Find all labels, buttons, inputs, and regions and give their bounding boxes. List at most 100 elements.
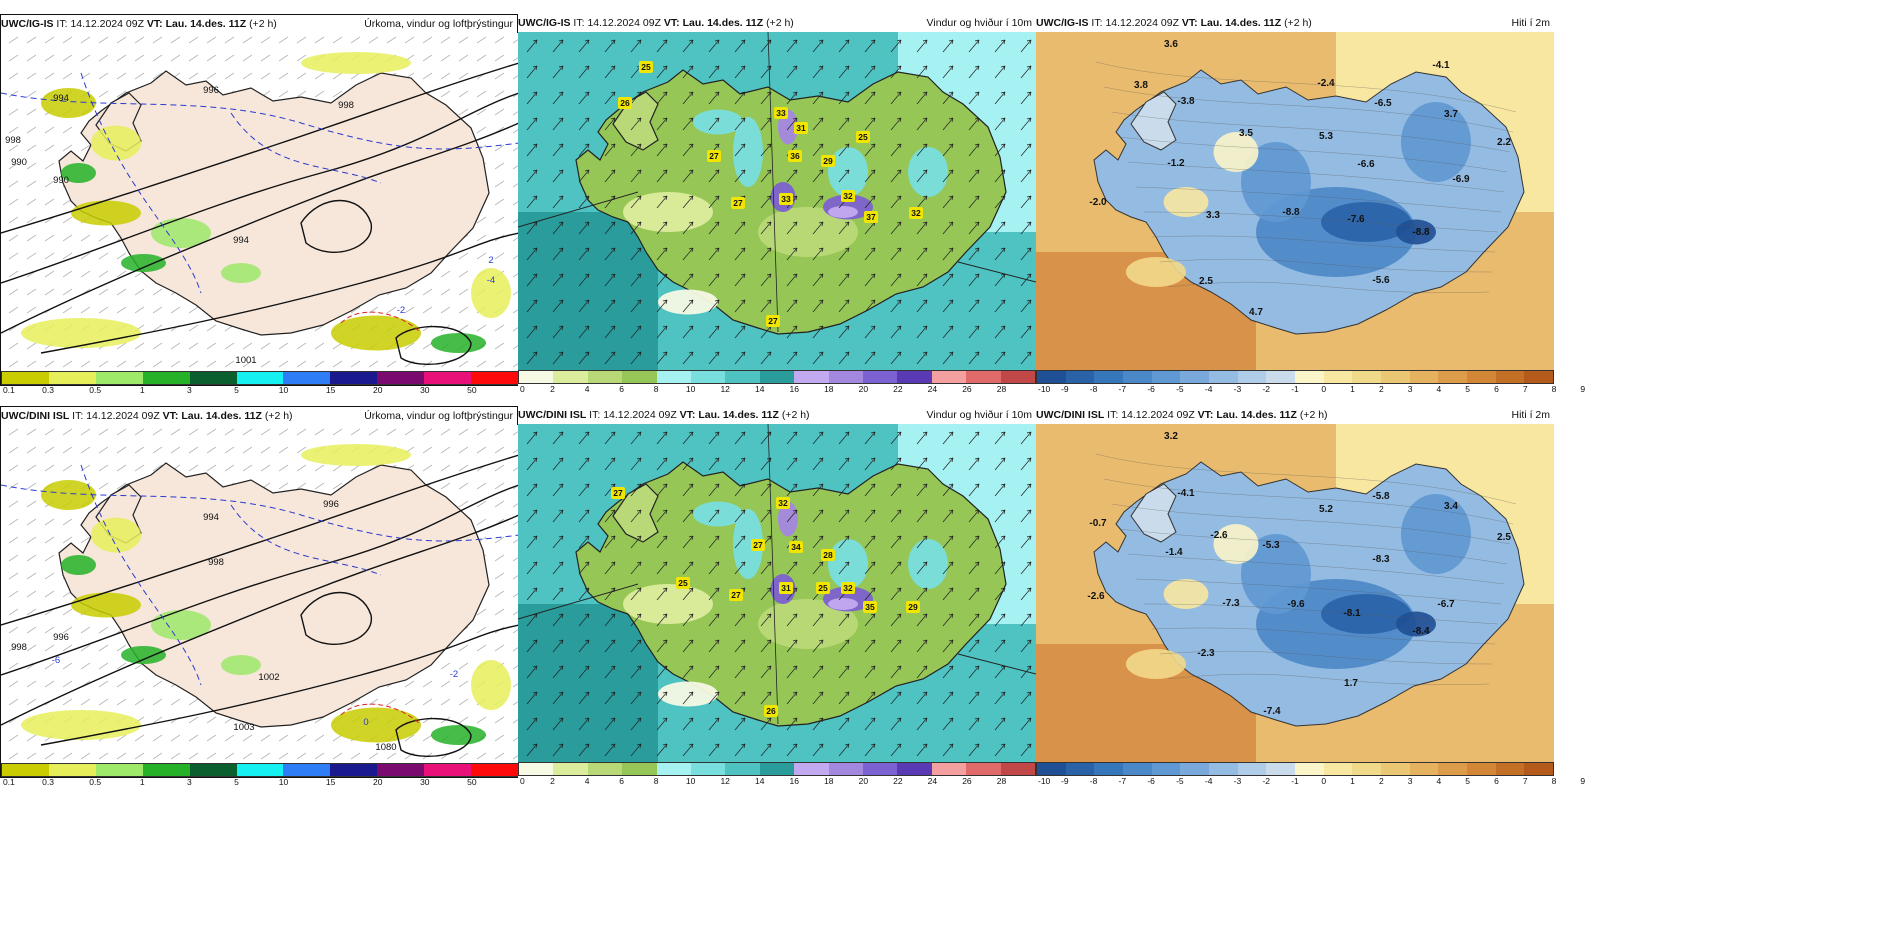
colorbar-swatch <box>863 763 898 775</box>
wind-speed-label: 25 <box>641 62 651 72</box>
colorbar-swatch <box>863 371 898 383</box>
init-time-label: IT: <box>56 18 71 30</box>
model-name: UWC/IG-IS <box>1036 17 1089 29</box>
colorbar-swatch <box>471 764 518 776</box>
init-time: 14.12.2024 09Z <box>603 409 680 421</box>
colorbar-tick-label: 0.1 <box>3 385 15 395</box>
temperature-label: -4.1 <box>1177 488 1195 499</box>
colorbar <box>1036 762 1554 776</box>
colorbar-tick-label: 3 <box>186 385 192 395</box>
colorbar-tick-label: 3 <box>1407 384 1413 394</box>
colorbar-tick-label: 50 <box>467 777 477 787</box>
colorbar-swatch <box>897 763 932 775</box>
colorbar-tick-label: 24 <box>927 776 938 786</box>
colorbar-swatch <box>1323 371 1353 383</box>
temperature-label: -6.5 <box>1374 98 1392 109</box>
wind-speed-label: 26 <box>620 98 630 108</box>
colorbar-swatch <box>1065 763 1095 775</box>
colorbar-swatch <box>1000 371 1036 383</box>
colorbar-swatch <box>553 371 588 383</box>
temperature-label: -2.4 <box>1317 78 1335 89</box>
colorbar <box>518 762 1036 776</box>
colorbar-tick-label: 20 <box>858 384 869 394</box>
init-time-label: IT: <box>1091 17 1106 29</box>
wind-speed-label: 32 <box>778 498 788 508</box>
map-temp: 3.2 -4.1 -5.8 -0.7 -2.6 5.2 3.4 -1.4 -5.3 2.5 -8.3… <box>1036 424 1554 762</box>
colorbar-swatch <box>236 764 284 776</box>
colorbar-swatch <box>1438 763 1468 775</box>
lead-time: (+2 h) <box>781 409 810 421</box>
colorbar-swatch <box>1495 371 1525 383</box>
temperature-label: -5.8 <box>1372 491 1390 502</box>
wind-speed-label: 27 <box>733 198 743 208</box>
panel-header: UWC/IG-IS IT: 14.12.2024 09Z VT: Lau. 14… <box>1 15 277 33</box>
wind-speed-label: 34 <box>791 542 801 552</box>
colorbar-swatch <box>1381 763 1410 775</box>
colorbar-swatch <box>828 763 864 775</box>
colorbar-swatch <box>1323 763 1353 775</box>
wind-label-bg <box>751 539 765 551</box>
isobar-label: -2 <box>397 305 405 316</box>
colorbar-swatch <box>1295 763 1324 775</box>
colorbar-swatch <box>283 764 331 776</box>
colorbar-swatch <box>1209 371 1238 383</box>
colorbar-swatch <box>1065 371 1095 383</box>
wind-speed-label: 35 <box>865 602 875 612</box>
wind-label-bg <box>707 150 721 162</box>
panel-row2-precip: UWC/DINI ISL IT: 14.12.2024 09Z VT: Lau.… <box>0 406 519 787</box>
colorbar-swatch <box>1352 763 1382 775</box>
colorbar-swatch <box>48 372 96 384</box>
colorbar-ticks: 0.1 0.3 0.5 1 3 5 10 15 20 30 50 <box>1 385 519 397</box>
colorbar-swatch <box>691 763 726 775</box>
wind-label-bg <box>788 150 802 162</box>
colorbar-tick-label: -8 <box>1089 776 1098 786</box>
temperature-label: -8.8 <box>1282 207 1300 218</box>
temperature-label: 3.4 <box>1444 501 1458 512</box>
valid-time-label: VT: <box>679 409 699 421</box>
colorbar-tick-label: 9 <box>1580 384 1586 394</box>
colorbar-tick-label: 10 <box>278 777 289 787</box>
isobar-label: 996 <box>323 499 339 510</box>
wind-label-bg <box>729 589 743 601</box>
map-wind: 25 26 33 31 36 29 25 27 27 33 32 37 32 27 <box>518 32 1036 370</box>
colorbar-swatch <box>424 372 472 384</box>
colorbar-tick-label: -6 <box>1147 776 1155 786</box>
colorbar-tick-label: -7 <box>1118 776 1127 786</box>
colorbar-tick-label: 12 <box>720 384 730 394</box>
colorbar-swatch <box>1037 371 1066 383</box>
colorbar-tick-label: 1 <box>139 777 145 787</box>
colorbar-swatch <box>656 371 692 383</box>
colorbar-tick-label: 0 <box>1321 384 1327 394</box>
colorbar-swatch <box>236 372 284 384</box>
colorbar-tick-label: 20 <box>372 777 383 787</box>
field-title: Úrkoma, vindur og loftþrýstingur <box>364 18 513 30</box>
wind-speed-label: 25 <box>858 132 868 142</box>
colorbar-swatch <box>377 764 425 776</box>
isobar-label: -2 <box>450 669 458 680</box>
wind-speed-label: 32 <box>843 583 853 593</box>
colorbar-swatch <box>622 371 657 383</box>
wind-label-bg <box>909 207 923 219</box>
colorbar-tick-label: 4 <box>584 384 590 394</box>
temperature-label: 3.6 <box>1164 39 1178 50</box>
init-time-label: IT: <box>1107 409 1122 421</box>
colorbar-tick-label: 1 <box>1350 384 1355 394</box>
colorbar-swatch <box>1037 763 1066 775</box>
wind-speed-label: 31 <box>796 123 806 133</box>
colorbar-swatch <box>897 371 932 383</box>
colorbar-swatch <box>587 763 623 775</box>
colorbar-tick-label: 7 <box>1522 384 1528 394</box>
colorbar-swatch <box>691 371 726 383</box>
colorbar-tick-label: -4 <box>1204 776 1213 786</box>
model-name: UWC/IG-IS <box>1 18 54 30</box>
isobar-label: 998 <box>5 135 21 146</box>
temperature-label: -8.1 <box>1343 608 1361 619</box>
colorbar-swatch <box>189 372 237 384</box>
temperature-label: -8.3 <box>1372 554 1390 565</box>
isobar-label: -4 <box>487 275 495 286</box>
temperature-label: -7.4 <box>1263 706 1281 717</box>
wind-speed-label: 32 <box>911 208 921 218</box>
colorbar-swatch <box>1352 371 1382 383</box>
panel-row1-wind: UWC/IG-IS IT: 14.12.2024 09Z VT: Lau. 14… <box>518 14 1036 394</box>
colorbar-swatch <box>656 763 692 775</box>
